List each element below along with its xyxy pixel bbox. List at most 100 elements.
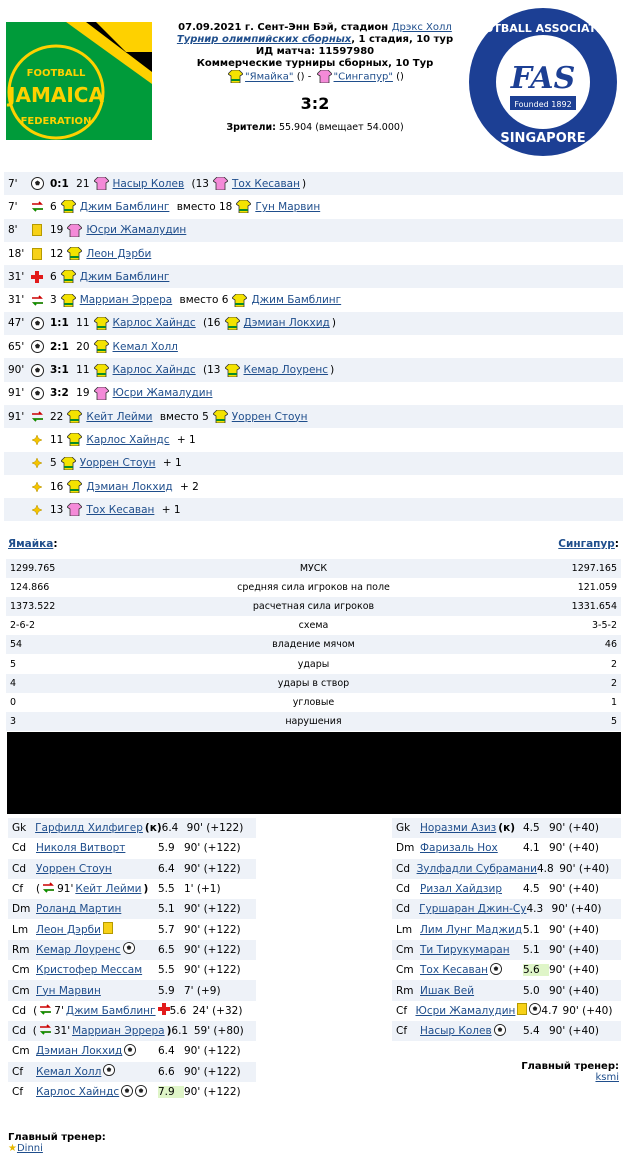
stat-label: средняя сила игроков на поле [237, 582, 390, 594]
stat-label: удары [297, 658, 330, 670]
player-link[interactable]: Карлос Хайндс [86, 433, 170, 446]
player-link[interactable]: Кейт Лейми [86, 410, 153, 423]
yellow-shirt-icon [212, 409, 229, 424]
event-row: 31' 6 Джим Бамблинг [4, 265, 623, 289]
player-link[interactable]: Леон Дэрби [36, 923, 101, 936]
player-link[interactable]: Зулфадли Субрамани [416, 862, 537, 875]
player-link[interactable]: Гун Марвин [36, 984, 101, 997]
player-link[interactable]: Дэмиан Локхид [86, 480, 173, 493]
player-link[interactable]: Насыр Колев [420, 1025, 492, 1038]
player-rating: 4.5 [523, 883, 540, 896]
lineup-row: Cd (31' Марриан Эррера) 6.1 59' (+80) [8, 1020, 256, 1042]
home-coach-link[interactable]: Dinni [16, 1143, 43, 1154]
tournament-link[interactable]: Турнир олимпийских сборных [176, 34, 352, 45]
player-link[interactable]: Леон Дэрби [86, 247, 152, 260]
event-extra: вместо 5 [159, 410, 209, 423]
player-time: 7' (+9) [184, 984, 221, 997]
player-link[interactable]: Кемал Холл [112, 340, 178, 353]
player-link[interactable]: Карлос Хайндс [112, 317, 196, 330]
player-link[interactable]: Джим Бамблинг [65, 1004, 156, 1017]
sub-prefix: ( [33, 1004, 38, 1017]
player-link[interactable]: Джим Бамблинг [79, 270, 170, 283]
player-link[interactable]: Ризал Хайдзир [420, 883, 503, 896]
player-link[interactable]: Кемал Холл [36, 1065, 102, 1078]
player-link[interactable]: Тох Кесаван [420, 964, 488, 977]
player-rating: 6.4 [161, 822, 179, 835]
player-link[interactable]: Дэмиан Локхид [243, 317, 330, 330]
yellow-shirt-icon [60, 293, 77, 308]
player-link[interactable]: Ишак Вей [420, 984, 475, 997]
player-link[interactable]: Кейт Лейми [75, 883, 142, 896]
soccer-ball-icon [30, 316, 44, 330]
stadium-link[interactable]: Дрэкс Холл [391, 22, 452, 33]
home-team-link[interactable]: "Ямайка" [245, 71, 294, 83]
player-link[interactable]: Тох Кесаван [231, 177, 300, 190]
star-icon: ★ [8, 1143, 17, 1154]
player-link[interactable]: Уоррен Стоун [36, 862, 112, 875]
player-link[interactable]: Гуршаран Джин-Су [419, 903, 527, 916]
stat-home-value: 3 [10, 715, 17, 727]
match-info: 07.09.2021 г. Сент-Энн Бэй, стадион Дрэк… [170, 22, 460, 134]
rating-plus-icon [30, 480, 44, 494]
player-link[interactable]: Кемар Лоуренс [243, 364, 329, 377]
player-link[interactable]: Уоррен Стоун [79, 457, 156, 470]
event-extra: (13 [203, 364, 221, 377]
player-link[interactable]: Юсри Жамалудин [415, 1004, 516, 1017]
event-score: 1:1 [50, 317, 69, 330]
player-link[interactable]: Марриан Эррера [79, 294, 173, 307]
player-link[interactable]: Норазми Азиз [420, 822, 497, 835]
stat-label: схема [298, 620, 329, 632]
player-position: Cd [396, 883, 410, 896]
player-link[interactable]: Кемар Лоуренс [36, 943, 121, 956]
player-link[interactable]: Николя Витворт [36, 842, 126, 855]
player-link[interactable]: Юсри Жамалудин [86, 224, 187, 237]
player-time: 90' (+122) [184, 1045, 241, 1058]
player-link[interactable]: Лим Лунг Маджид [420, 923, 523, 936]
player-link[interactable]: Гарфилд Хилфигер [35, 822, 143, 835]
player-link[interactable]: Уоррен Стоун [231, 410, 308, 423]
soccer-ball-icon [124, 1043, 137, 1059]
event-minute: 31' [8, 270, 25, 283]
soccer-ball-icon [493, 1023, 506, 1039]
lineup-row: Cm Тох Кесаван 5.6 90' (+40) [392, 960, 621, 980]
player-link[interactable]: Кристофер Мессам [36, 964, 143, 977]
event-row: 5 Уоррен Стоун + 1 [4, 451, 623, 475]
home-team-title-link[interactable]: Ямайка [8, 538, 54, 550]
away-coach-link[interactable]: ksmi [595, 1072, 619, 1083]
player-link[interactable]: Джим Бамблинг [79, 200, 170, 213]
player-link[interactable]: Марриан Эррера [72, 1025, 165, 1038]
player-number: 19 [76, 387, 90, 400]
substitution-icon [30, 410, 44, 424]
player-link[interactable]: Карлос Хайндс [112, 364, 196, 377]
player-link[interactable]: Карлос Хайндс [36, 1086, 120, 1098]
lineup-row: Cd Уоррен Стоун 6.4 90' (+122) [8, 858, 256, 879]
player-link[interactable]: Гун Марвин [255, 200, 321, 213]
svg-text:JAMAICA: JAMAICA [6, 83, 104, 107]
away-team-title-link[interactable]: Сингапур [558, 538, 615, 550]
teams-line: "Ямайка" () - "Сингапур" () [170, 69, 460, 84]
player-time: 90' (+122) [184, 903, 241, 916]
soccer-ball-icon [103, 1064, 116, 1079]
pink-shirt-icon [66, 502, 84, 517]
player-link[interactable]: Насыр Колев [112, 177, 185, 190]
yellow-shirt-icon [92, 339, 110, 354]
player-link[interactable]: Ти Тирукумаран [420, 943, 510, 956]
player-rating: 4.7 [541, 1004, 559, 1017]
svg-text:FOOTBALL ASSOCIATION: FOOTBALL ASSOCIATION [467, 22, 619, 35]
event-minute: 31' [8, 294, 25, 307]
player-link[interactable]: Роланд Мартин [36, 903, 122, 916]
player-number: 19 [50, 224, 64, 237]
player-position: Gk [12, 822, 27, 835]
soccer-ball-icon [121, 1084, 134, 1100]
player-link[interactable]: Тох Кесаван [86, 503, 155, 516]
stat-home-value: 4 [10, 677, 17, 689]
player-link[interactable]: Дэмиан Локхид [36, 1045, 123, 1058]
svg-text:FOOTBALL: FOOTBALL [27, 68, 86, 79]
player-link[interactable]: Юсри Жамалудин [112, 387, 213, 400]
player-position: Dm [396, 842, 415, 855]
soccer-ball-icon [490, 962, 502, 978]
player-link[interactable]: Фаризаль Нох [420, 842, 498, 855]
player-link[interactable]: Джим Бамблинг [251, 294, 342, 307]
away-team-link[interactable]: "Сингапур" [333, 71, 393, 83]
lineup-row: Cf Карлос Хайндс 7.9 90' (+122) [8, 1082, 256, 1102]
